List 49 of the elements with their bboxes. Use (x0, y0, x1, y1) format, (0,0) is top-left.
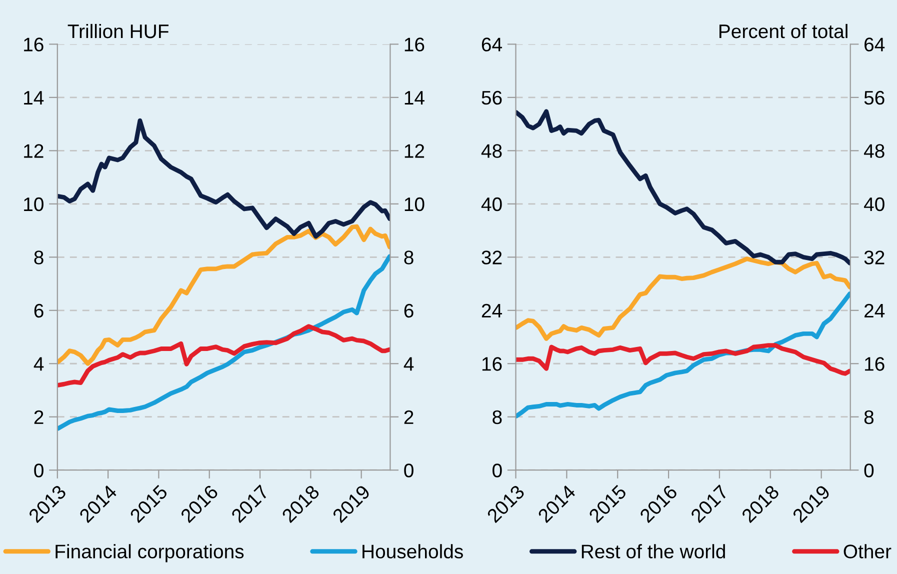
y-tick-label: 48 (481, 144, 502, 158)
y2-tick-label: 2 (404, 410, 414, 424)
line-series (516, 343, 850, 376)
y-tick-label: 12 (24, 144, 44, 158)
line-series (516, 256, 850, 341)
y-tick-label: 40 (481, 197, 502, 212)
y-tick-label: 16 (24, 38, 44, 52)
y-axis-title: Trillion HUF (68, 24, 169, 38)
y-tick-label: 14 (24, 91, 44, 104)
y2-tick-label: 4 (404, 357, 414, 371)
y-tick-label: 64 (482, 38, 502, 52)
y2-axis-title: Percent of total (720, 24, 848, 38)
y-tick-label: 0 (34, 464, 44, 478)
y2-tick-label: 16 (404, 38, 424, 52)
y-tick-label: 4 (34, 357, 44, 371)
y2-tick-label: 16 (865, 357, 884, 371)
y2-tick-label: 40 (864, 197, 884, 212)
line-series (516, 292, 850, 418)
y-tick-label: 0 (492, 464, 502, 478)
y-tick-label: 24 (482, 304, 502, 318)
y2-tick-label: 64 (864, 38, 885, 52)
line-series (57, 118, 390, 239)
legend-label: Financial corporations (56, 544, 244, 562)
y-tick-label: 10 (24, 197, 44, 212)
y2-tick-label: 12 (404, 144, 424, 158)
y2-tick-label: 14 (404, 91, 424, 104)
y2-tick-label: 8 (864, 410, 874, 424)
y-tick-label: 6 (34, 304, 44, 318)
y2-tick-label: 56 (864, 90, 884, 105)
y2-tick-label: 6 (404, 304, 414, 318)
y2-tick-label: 24 (864, 304, 885, 318)
line-series (57, 324, 390, 388)
y2-tick-label: 8 (404, 250, 414, 264)
y2-tick-label: 32 (864, 250, 884, 264)
legend-label: Other (844, 544, 892, 558)
y2-tick-label: 10 (404, 197, 424, 212)
y-tick-label: 16 (482, 357, 502, 371)
y-tick-label: 2 (34, 410, 44, 424)
y2-tick-label: 48 (864, 144, 884, 158)
legend-label: Households (362, 544, 463, 558)
legend-label: Rest of the world (582, 544, 725, 558)
y-tick-label: 56 (482, 90, 502, 105)
y-tick-label: 8 (34, 250, 44, 264)
y2-tick-label: 0 (404, 464, 414, 478)
line-series (57, 224, 390, 366)
line-series (516, 109, 850, 266)
y-tick-label: 8 (492, 410, 502, 424)
y2-tick-label: 0 (864, 464, 874, 478)
y-tick-label: 32 (482, 250, 502, 264)
